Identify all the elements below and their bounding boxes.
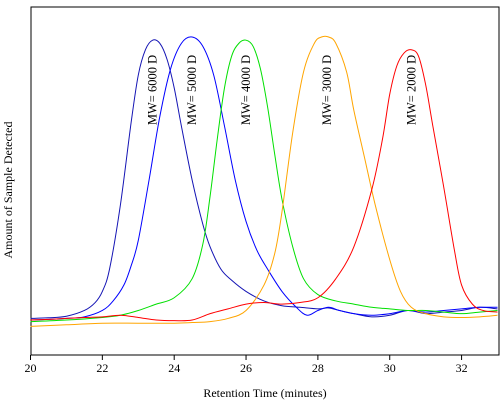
series-layer xyxy=(30,35,498,327)
x-tick-label-20: 20 xyxy=(25,361,37,375)
x-tick-label-26: 26 xyxy=(240,361,252,375)
y-axis-title: Amount of Sample Detected xyxy=(1,122,15,259)
peak-label-4: MW= 3000 D xyxy=(320,55,334,125)
peak-label-2: MW= 5000 D xyxy=(185,55,199,125)
series-line-3 xyxy=(30,39,498,323)
peak-label-3: MW= 4000 D xyxy=(239,55,253,125)
series-line-5 xyxy=(30,49,498,322)
series-line-1 xyxy=(30,39,498,319)
peak-label-5: MW= 2000 D xyxy=(404,55,418,125)
x-axis: 20 22 24 26 28 30 32 xyxy=(25,355,468,375)
series-line-2 xyxy=(30,36,498,321)
x-tick-label-24: 24 xyxy=(168,361,180,375)
plot-frame xyxy=(30,6,500,356)
x-tick-label-28: 28 xyxy=(312,361,324,375)
peak-label-layer: MW= 6000 D MW= 5000 D MW= 4000 D MW= 3000 D… xyxy=(146,55,419,125)
series-line-4 xyxy=(30,35,498,327)
peak-label-1: MW= 6000 D xyxy=(146,55,160,125)
x-tick-label-32: 32 xyxy=(456,361,468,375)
x-tick-label-30: 30 xyxy=(384,361,396,375)
x-axis-title: Retention Time (minutes) xyxy=(203,386,326,400)
x-tick-label-22: 22 xyxy=(96,361,108,375)
